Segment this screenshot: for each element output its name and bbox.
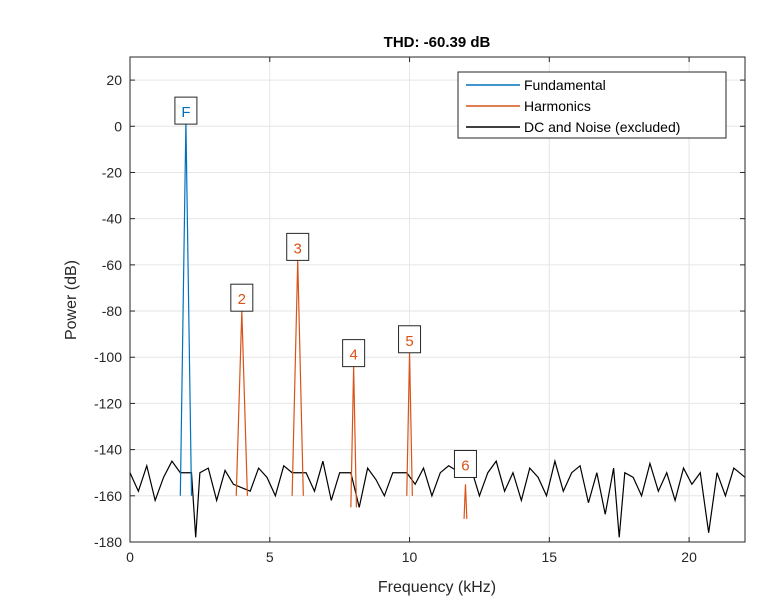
peak-label: 4 xyxy=(349,347,357,364)
noise-series-line xyxy=(129,458,746,538)
y-axis-label: Power (dB) xyxy=(63,260,80,340)
y-tick-label: -40 xyxy=(102,211,122,227)
y-tick-label: -140 xyxy=(94,442,122,458)
peak-label: F xyxy=(181,104,190,121)
y-tick-label: 0 xyxy=(114,118,122,134)
harmonic-peak-line xyxy=(463,484,468,519)
y-tick-label: -100 xyxy=(94,349,122,365)
peak-label: 6 xyxy=(461,457,469,474)
peak-label: 5 xyxy=(405,333,413,350)
legend: Fundamental Harmonics DC and Noise (exclud… xyxy=(457,71,727,139)
x-tick-label: 0 xyxy=(126,549,134,565)
x-axis-label: Frequency (kHz) xyxy=(378,579,496,596)
axes: 0 5 10 15 20 20 0 -20 -40 -60 -80 -100 -120 -140 -160 -… xyxy=(94,56,746,565)
legend-entry: Harmonics xyxy=(524,98,591,114)
x-tick-label: 15 xyxy=(542,549,558,565)
y-tick-label: -180 xyxy=(94,534,122,550)
peak-label-box xyxy=(230,283,254,312)
peak-label-box xyxy=(342,339,366,368)
y-tick-label: -60 xyxy=(102,257,122,273)
y-tick-label: -20 xyxy=(102,164,122,180)
annotation-layer: F 2 3 4 5 6 xyxy=(174,96,477,478)
legend-entry: DC and Noise (excluded) xyxy=(524,119,680,135)
y-tick-label: -160 xyxy=(94,488,122,504)
x-tick-label: 5 xyxy=(266,549,274,565)
y-tick-label: -80 xyxy=(102,303,122,319)
y-tick-label: -120 xyxy=(94,395,122,411)
peak-label-box xyxy=(286,232,310,261)
chart-title: THD: -60.39 dB xyxy=(384,34,491,51)
peak-label-box xyxy=(174,96,198,125)
plot-frame xyxy=(129,56,746,543)
x-tick-label: 10 xyxy=(402,549,418,565)
x-tick-label: 20 xyxy=(681,549,697,565)
peak-label: 2 xyxy=(238,291,246,308)
peak-label-box xyxy=(398,325,422,354)
peak-label: 3 xyxy=(294,240,302,257)
y-tick-label: 20 xyxy=(106,72,122,88)
legend-entry: Fundamental xyxy=(524,77,606,93)
peak-label-box xyxy=(453,449,477,478)
